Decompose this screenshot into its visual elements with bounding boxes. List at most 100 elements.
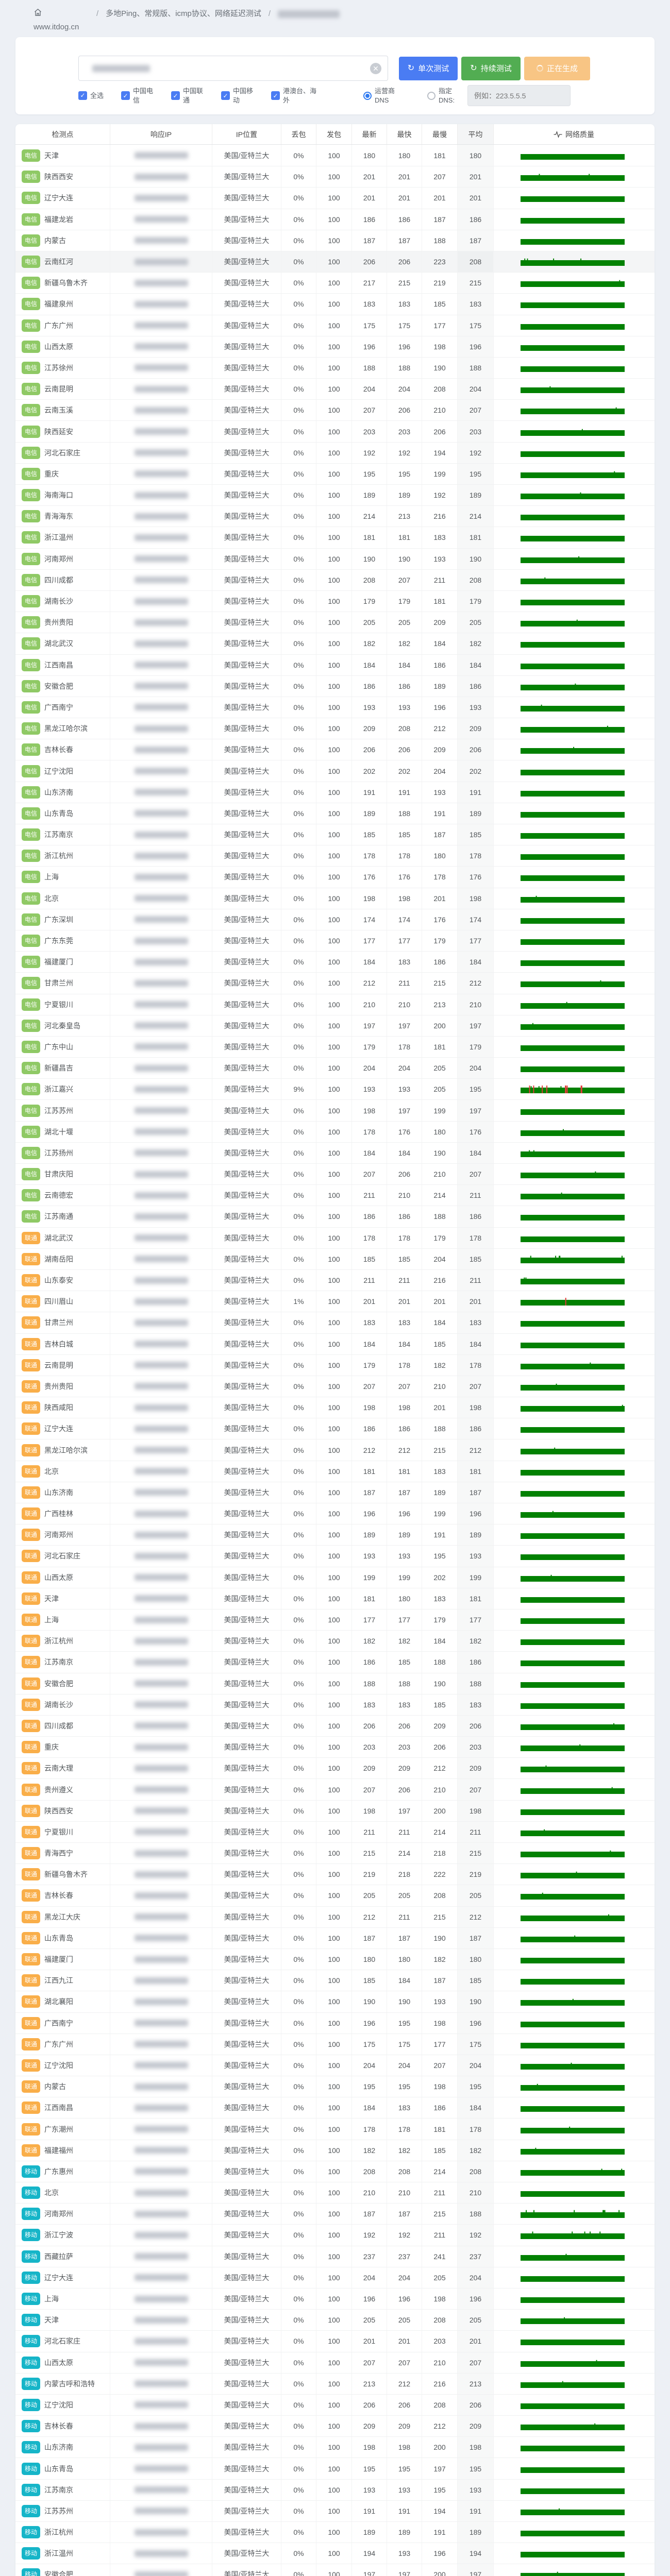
response-ip-redacted xyxy=(134,1595,188,1602)
filter-checkbox-item[interactable]: ✓ 中国移动 xyxy=(221,87,258,105)
latency-sparkline xyxy=(521,1256,625,1263)
node-name: 江苏南京 xyxy=(44,831,74,839)
sent-cell: 100 xyxy=(316,2140,351,2161)
fastest-cell: 193 xyxy=(387,1546,422,1567)
custom-dns-input[interactable] xyxy=(467,85,571,106)
node-cell: 联通 云南昆明 xyxy=(15,1355,110,1376)
checkbox-checked-icon[interactable]: ✓ xyxy=(171,91,180,100)
ip-location-cell: 美国/亚特兰大 xyxy=(212,2394,281,2416)
ping-results-table: 检测点 响应IP IP位置 丢包 发包 最新 最快 最慢 平均 网络质量 电信 … xyxy=(15,124,655,2576)
latency-sparkline xyxy=(521,642,625,648)
response-ip-cell xyxy=(110,1779,212,1800)
latency-sparkline xyxy=(521,1979,625,1985)
latency-sparkline xyxy=(521,1490,625,1497)
loss-cell: 0% xyxy=(281,718,316,739)
sent-cell: 100 xyxy=(316,1354,351,1376)
fastest-cell: 211 xyxy=(387,1821,422,1842)
slowest-cell: 223 xyxy=(422,251,457,273)
carrier-dns-radio[interactable] xyxy=(363,91,372,100)
node-cell: 联通 山东泰安 xyxy=(15,1270,110,1291)
ip-location-cell: 美国/亚特兰大 xyxy=(212,2225,281,2246)
sent-cell: 100 xyxy=(316,2097,351,2119)
ip-location-cell: 美国/亚特兰大 xyxy=(212,1503,281,1524)
custom-dns-radio[interactable] xyxy=(427,91,435,100)
loss-cell: 0% xyxy=(281,1376,316,1397)
quality-cell xyxy=(493,1185,654,1206)
carrier-badge: 联通 xyxy=(22,2080,41,2093)
loss-cell: 0% xyxy=(281,1948,316,1970)
checkbox-checked-icon[interactable]: ✓ xyxy=(121,91,130,100)
node-name: 江苏苏州 xyxy=(44,1106,74,1115)
node-name: 黑龙江哈尔滨 xyxy=(44,724,88,733)
filter-checkbox-item[interactable]: ✓ 中国联通 xyxy=(171,87,208,105)
response-ip-redacted xyxy=(134,1277,188,1284)
clear-input-icon[interactable]: ✕ xyxy=(370,63,381,74)
sent-cell: 100 xyxy=(316,1546,351,1567)
slowest-cell: 178 xyxy=(422,867,457,888)
latency-sparkline xyxy=(521,1744,625,1752)
loss-cell: 0% xyxy=(281,909,316,930)
response-ip-cell xyxy=(110,2055,212,2076)
latest-cell: 184 xyxy=(351,1142,387,1163)
average-cell: 190 xyxy=(457,1991,493,2012)
latency-sparkline xyxy=(521,1554,625,1561)
target-host-input[interactable]: ✕ xyxy=(78,56,388,81)
breadcrumb-home[interactable]: www.itdog.cn xyxy=(34,8,89,33)
table-row: 联通 贵州贵阳 美国/亚特兰大 0% 100 207 207 210 207 xyxy=(15,1375,655,1397)
slowest-cell: 193 xyxy=(422,782,457,803)
ip-location-cell: 美国/亚特兰大 xyxy=(212,1673,281,1694)
carrier-dns-radio-item[interactable]: 运营商DNS xyxy=(363,87,399,105)
latest-cell: 198 xyxy=(351,1397,387,1418)
loss-cell: 0% xyxy=(281,1461,316,1482)
continuous-test-button[interactable]: ↻ 持续测试 xyxy=(461,56,521,80)
node-cell: 电信 江苏南通 xyxy=(15,1206,110,1227)
checkbox-checked-icon[interactable]: ✓ xyxy=(271,91,280,100)
response-ip-redacted xyxy=(134,1658,188,1666)
quality-cell xyxy=(493,2394,654,2416)
filter-checkboxes: ✓ 全选 ✓ 中国电信 ✓ 中国联通 ✓ 中国移动 ✓ 港澳台、海外 xyxy=(78,87,336,105)
table-row: 电信 广西南宁 美国/亚特兰大 0% 100 193 193 196 193 xyxy=(15,696,655,718)
response-ip-cell xyxy=(110,2394,212,2416)
filter-checkbox-item[interactable]: ✓ 全选 xyxy=(78,91,108,100)
latency-sparkline xyxy=(521,2106,625,2112)
carrier-badge: 联通 xyxy=(22,1380,41,1393)
average-cell: 191 xyxy=(457,2500,493,2521)
ip-location-cell: 美国/亚特兰大 xyxy=(212,909,281,930)
latest-cell: 191 xyxy=(351,2500,387,2521)
response-ip-redacted xyxy=(134,1913,188,1921)
quality-cell xyxy=(493,2076,654,2097)
checkbox-checked-icon[interactable]: ✓ xyxy=(221,91,230,100)
node-cell: 电信 黑龙江哈尔滨 xyxy=(15,718,110,739)
carrier-badge: 电信 xyxy=(22,192,41,205)
single-test-button[interactable]: ↻ 单次测试 xyxy=(399,56,458,80)
response-ip-redacted xyxy=(134,492,188,499)
filter-checkbox-item[interactable]: ✓ 港澳台、海外 xyxy=(271,87,322,105)
response-ip-cell xyxy=(110,633,212,654)
latency-sparkline xyxy=(521,2317,625,2325)
latest-cell: 207 xyxy=(351,1376,387,1397)
table-row: 联通 宁夏银川 美国/亚特兰大 0% 100 211 211 214 211 xyxy=(15,1821,655,1842)
latency-sparkline xyxy=(521,1215,625,1221)
average-cell: 182 xyxy=(457,2140,493,2161)
slowest-cell: 202 xyxy=(422,1567,457,1588)
custom-dns-radio-item[interactable]: 指定DNS: xyxy=(427,87,456,105)
loss-cell: 0% xyxy=(281,463,316,484)
loss-cell: 0% xyxy=(281,1737,316,1758)
average-cell: 204 xyxy=(457,379,493,400)
response-ip-cell xyxy=(110,952,212,973)
node-name: 辽宁大连 xyxy=(44,2273,74,2282)
table-row: 移动 安徽合肥 美国/亚特兰大 0% 100 197 197 200 197 xyxy=(15,2564,655,2576)
response-ip-cell xyxy=(110,867,212,888)
fastest-cell: 206 xyxy=(387,1164,422,1185)
checkbox-checked-icon[interactable]: ✓ xyxy=(78,91,87,100)
quality-cell xyxy=(493,1737,654,1758)
response-ip-redacted xyxy=(134,2168,188,2175)
response-ip-cell xyxy=(110,1227,212,1248)
slowest-cell: 211 xyxy=(422,569,457,590)
table-row: 电信 新疆乌鲁木齐 美国/亚特兰大 0% 100 217 215 219 215 xyxy=(15,272,655,294)
filter-checkbox-item[interactable]: ✓ 中国电信 xyxy=(121,87,158,105)
quality-cell xyxy=(493,1800,654,1821)
node-name: 广西南宁 xyxy=(44,2019,74,2027)
latency-sparkline xyxy=(521,790,625,796)
average-cell: 178 xyxy=(457,845,493,867)
